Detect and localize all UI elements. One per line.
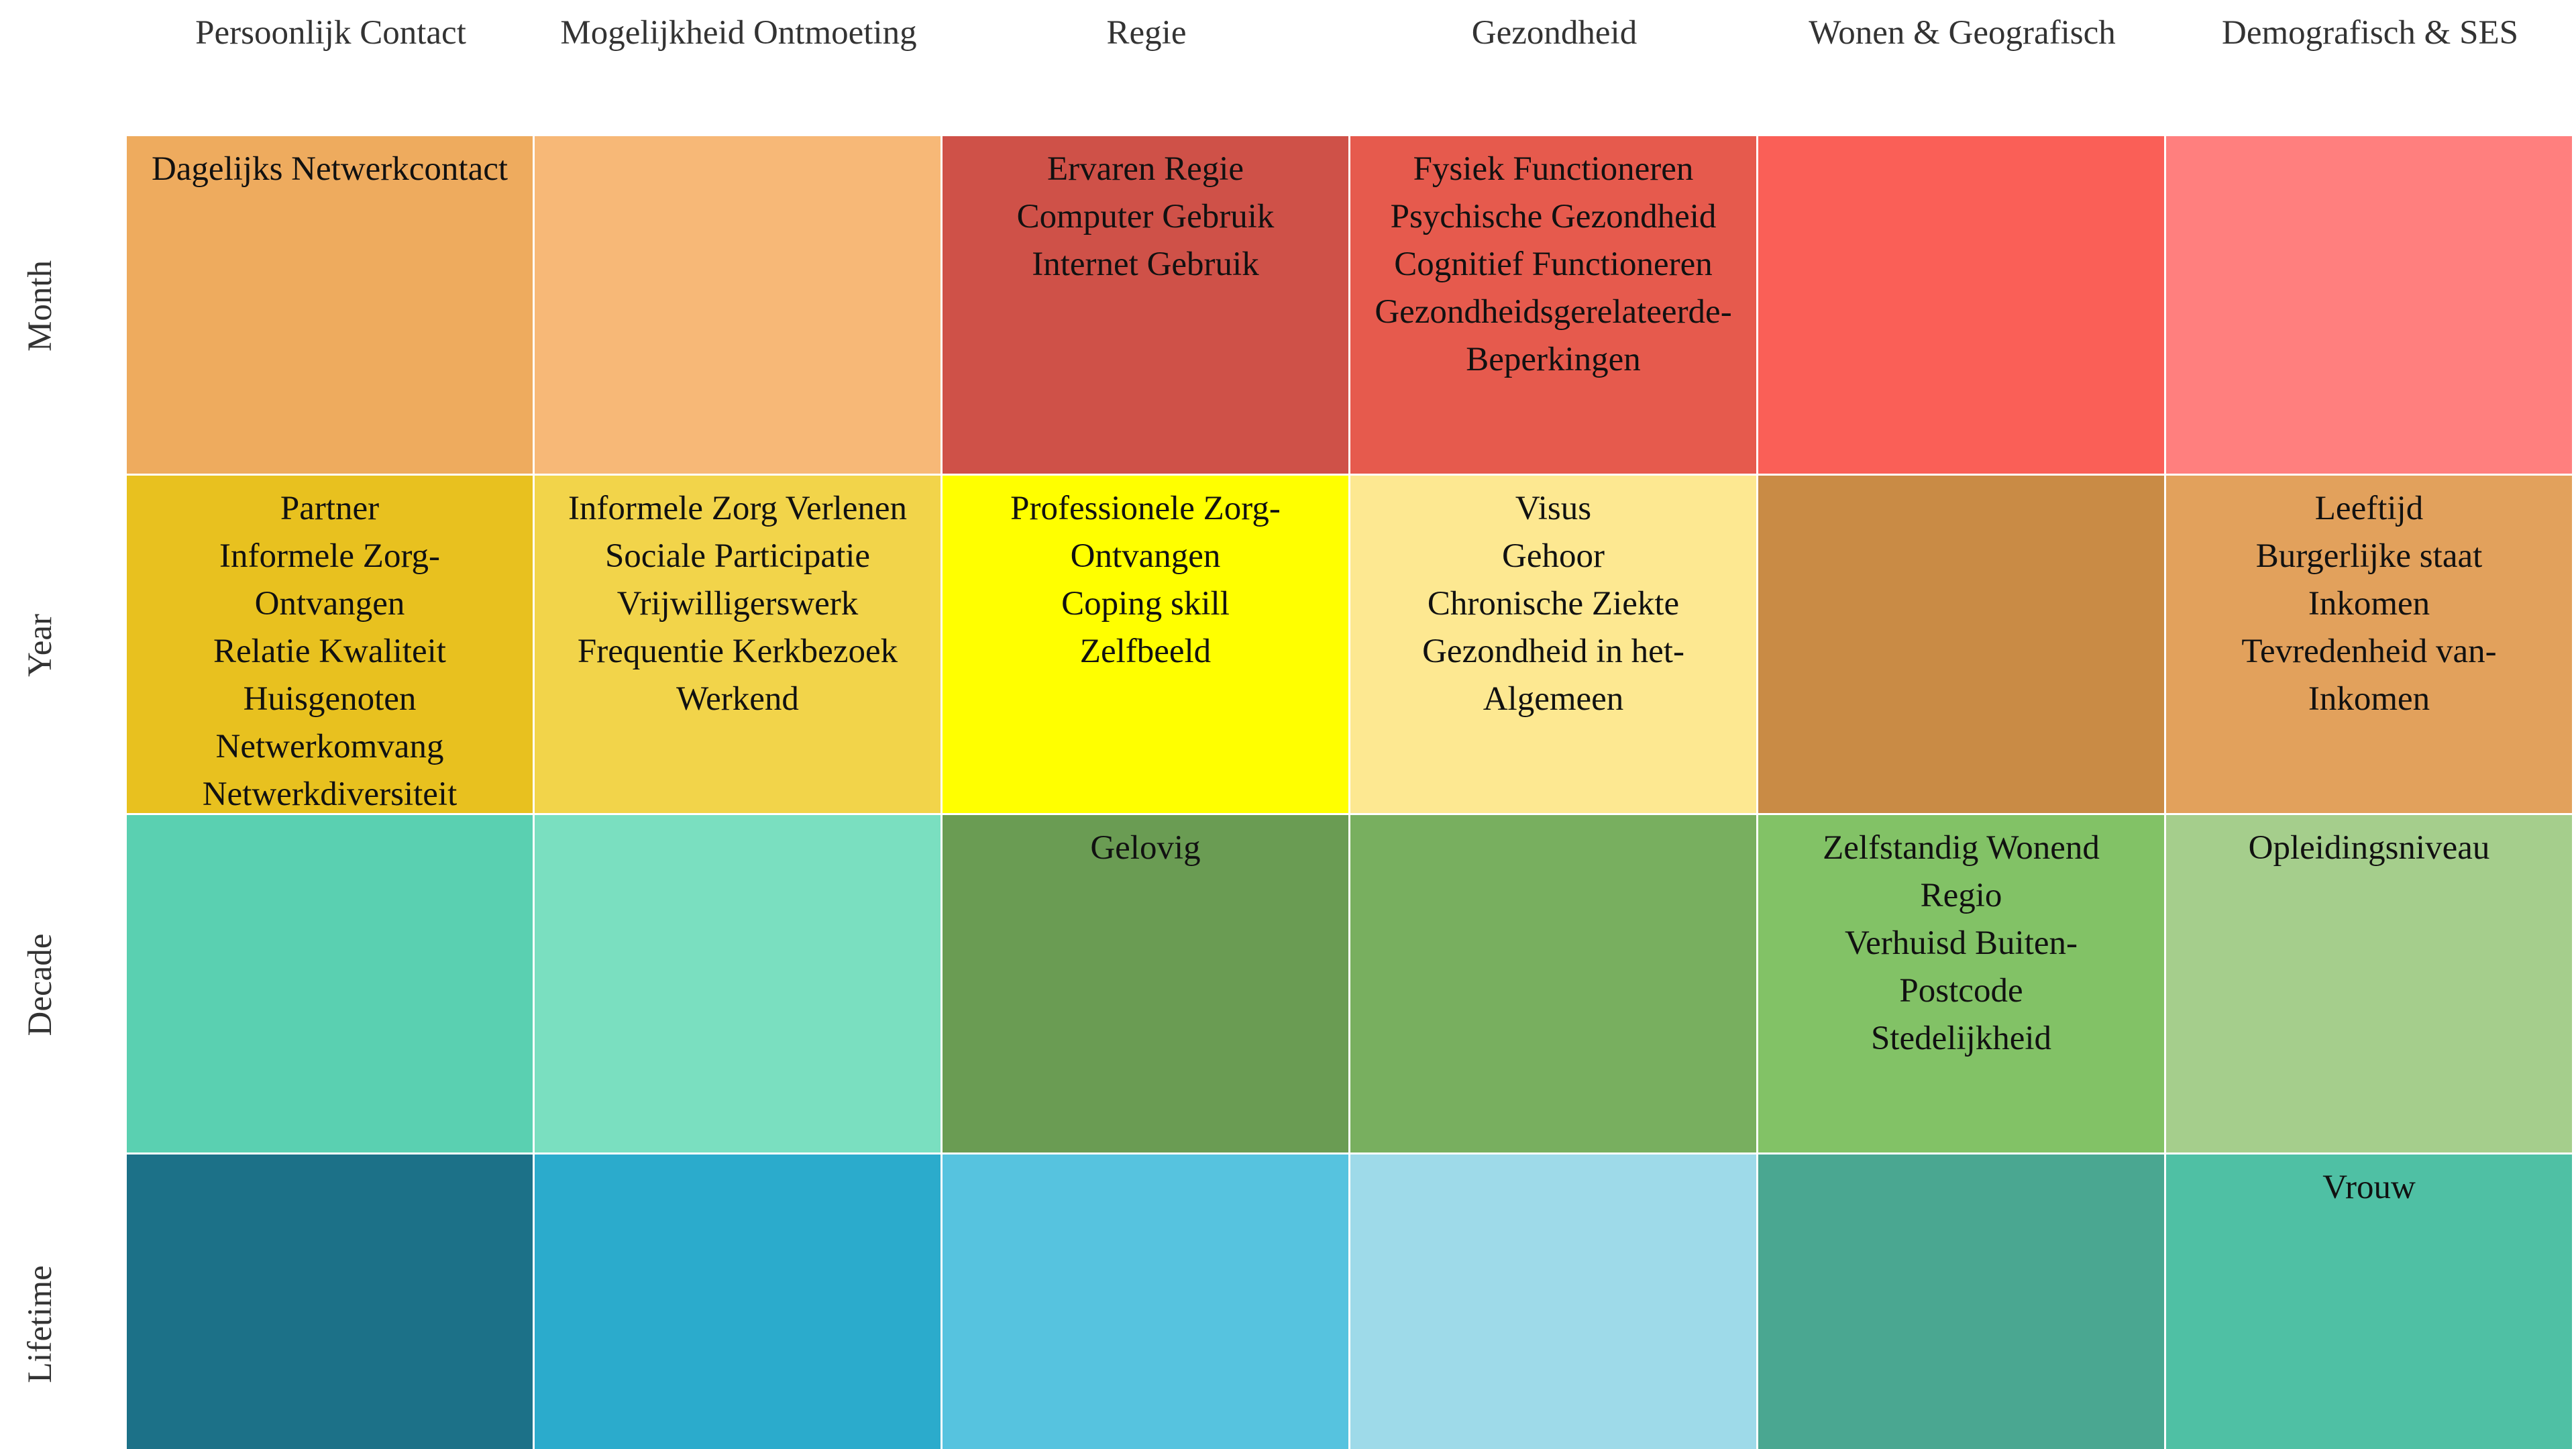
cell-item: Postcode	[1899, 972, 2023, 1010]
cell-item: Computer Gebruik	[1016, 198, 1275, 235]
cell-item: Relatie Kwaliteit	[213, 633, 446, 670]
cell-item: Leeftijd	[2314, 490, 2424, 527]
cell-month-mogelijkheid-ontmoeting	[535, 136, 943, 476]
column-header-gezondheid: Gezondheid	[1471, 14, 1638, 52]
cell-item: Verhuisd Buiten-	[1844, 924, 2078, 962]
column-header-regie: Regie	[1106, 14, 1187, 52]
row-header-label: Lifetime	[21, 1265, 59, 1383]
cell-year-persoonlijk-contact: Partner Informele Zorg- Ontvangen Relatie K…	[127, 476, 535, 815]
cell-lifetime-mogelijkheid-ontmoeting	[535, 1155, 943, 1449]
cell-item: Partner	[280, 490, 380, 527]
cell-item: Chronische Ziekte	[1427, 585, 1680, 623]
cell-item: Zelfbeeld	[1079, 633, 1212, 670]
cell-item: Sociale Participatie	[604, 537, 871, 575]
cell-item: Vrouw	[2322, 1169, 2416, 1206]
cell-item: Opleidingsniveau	[2248, 829, 2490, 867]
column-header-mogelijkheid-ontmoeting: Mogelijkheid Ontmoeting	[560, 14, 917, 52]
cell-decade-mogelijkheid-ontmoeting	[535, 815, 943, 1155]
cell-decade-persoonlijk-contact	[127, 815, 535, 1155]
cell-item: Gelovig	[1090, 829, 1201, 867]
row-header-lifetime: Lifetime	[0, 1155, 80, 1449]
cell-item: Professionele Zorg-	[1010, 490, 1281, 527]
cell-item: Internet Gebruik	[1032, 246, 1259, 283]
cell-year-gezondheid: Visus Gehoor Chronische Ziekte Gezondheid i…	[1350, 476, 1758, 815]
row-header-label: Decade	[21, 933, 59, 1036]
cell-item: Ervaren Regie	[1046, 150, 1244, 188]
cell-year-wonen-and-geografisch	[1758, 476, 2166, 815]
cell-item: Beperkingen	[1466, 341, 1641, 378]
cell-month-regie: Ervaren Regie Computer Gebruik Internet Ge…	[943, 136, 1350, 476]
cell-item: Inkomen	[2308, 585, 2430, 623]
column-header-wonen-and-geografisch: Wonen & Geografisch	[1809, 14, 2116, 52]
cell-item: Tevredenheid van-	[2241, 633, 2497, 670]
cell-lifetime-demografisch-and-ses: Vrouw	[2166, 1155, 2574, 1449]
cell-item: Huisgenoten	[243, 680, 417, 718]
cell-item: Ontvangen	[254, 585, 405, 623]
cell-item: Vrijwilligerswerk	[616, 585, 859, 623]
cell-decade-wonen-and-geografisch: Zelfstandig Wonend Regio Verhuisd Buiten- P…	[1758, 815, 2166, 1155]
matrix-grid: Dagelijks Netwerkcontact Ervaren Regie Com…	[127, 136, 2576, 1449]
cell-item: Netwerkomvang	[215, 728, 444, 765]
cell-item: Regio	[1920, 877, 2002, 914]
row-header-year: Year	[0, 476, 80, 815]
cell-item: Psychische Gezondheid	[1390, 198, 1717, 235]
row-header-month: Month	[0, 136, 80, 476]
cell-item: Zelfstandig Wonend	[1823, 829, 2100, 867]
column-header-demografisch-and-ses: Demografisch & SES	[2222, 14, 2518, 52]
row-header-label: Year	[21, 614, 59, 677]
column-header-persoonlijk-contact: Persoonlijk Contact	[195, 14, 466, 52]
cell-item: Visus	[1515, 490, 1592, 527]
cell-item: Frequentie Kerkbezoek	[577, 633, 898, 670]
cell-item: Informele Zorg-	[219, 537, 440, 575]
cell-item: Netwerkdiversiteit	[202, 775, 458, 813]
cell-year-demografisch-and-ses: Leeftijd Burgerlijke staat Inkomen Tevreden…	[2166, 476, 2574, 815]
row-header-label: Month	[21, 260, 59, 352]
cell-item: Stedelijkheid	[1870, 1020, 2052, 1057]
cell-lifetime-wonen-and-geografisch	[1758, 1155, 2166, 1449]
cell-item: Burgerlijke staat	[2255, 537, 2483, 575]
row-headers: Month Year Decade Lifetime	[0, 136, 80, 1449]
cell-month-persoonlijk-contact: Dagelijks Netwerkcontact	[127, 136, 535, 476]
cell-month-gezondheid: Fysiek Functioneren Psychische Gezondheid…	[1350, 136, 1758, 476]
cell-item: Werkend	[676, 680, 799, 718]
cell-lifetime-regie	[943, 1155, 1350, 1449]
cell-year-regie: Professionele Zorg- Ontvangen Coping skill…	[943, 476, 1350, 815]
cell-item: Dagelijks Netwerkcontact	[151, 150, 508, 188]
column-headers: Persoonlijk Contact Mogelijkheid Ontmoeti…	[127, 0, 2576, 101]
cell-month-demografisch-and-ses	[2166, 136, 2574, 476]
cell-item: Fysiek Functioneren	[1413, 150, 1694, 188]
cell-item: Informele Zorg Verlenen	[568, 490, 908, 527]
cell-item: Gezondheidsgerelateerde-	[1375, 293, 1732, 331]
cell-item: Gehoor	[1502, 537, 1605, 575]
cell-item: Ontvangen	[1070, 537, 1221, 575]
cell-item: Algemeen	[1483, 680, 1624, 718]
cell-month-wonen-and-geografisch	[1758, 136, 2166, 476]
cell-decade-gezondheid	[1350, 815, 1758, 1155]
cell-item: Inkomen	[2308, 680, 2430, 718]
cell-decade-regie: Gelovig	[943, 815, 1350, 1155]
cell-year-mogelijkheid-ontmoeting: Informele Zorg Verlenen Sociale Participa…	[535, 476, 943, 815]
cell-decade-demografisch-and-ses: Opleidingsniveau	[2166, 815, 2574, 1155]
cell-lifetime-gezondheid	[1350, 1155, 1758, 1449]
cell-item: Gezondheid in het-	[1422, 633, 1684, 670]
cell-item: Cognitief Functioneren	[1394, 246, 1713, 283]
row-header-decade: Decade	[0, 815, 80, 1155]
cell-lifetime-persoonlijk-contact	[127, 1155, 535, 1449]
cell-item: Coping skill	[1061, 585, 1230, 623]
